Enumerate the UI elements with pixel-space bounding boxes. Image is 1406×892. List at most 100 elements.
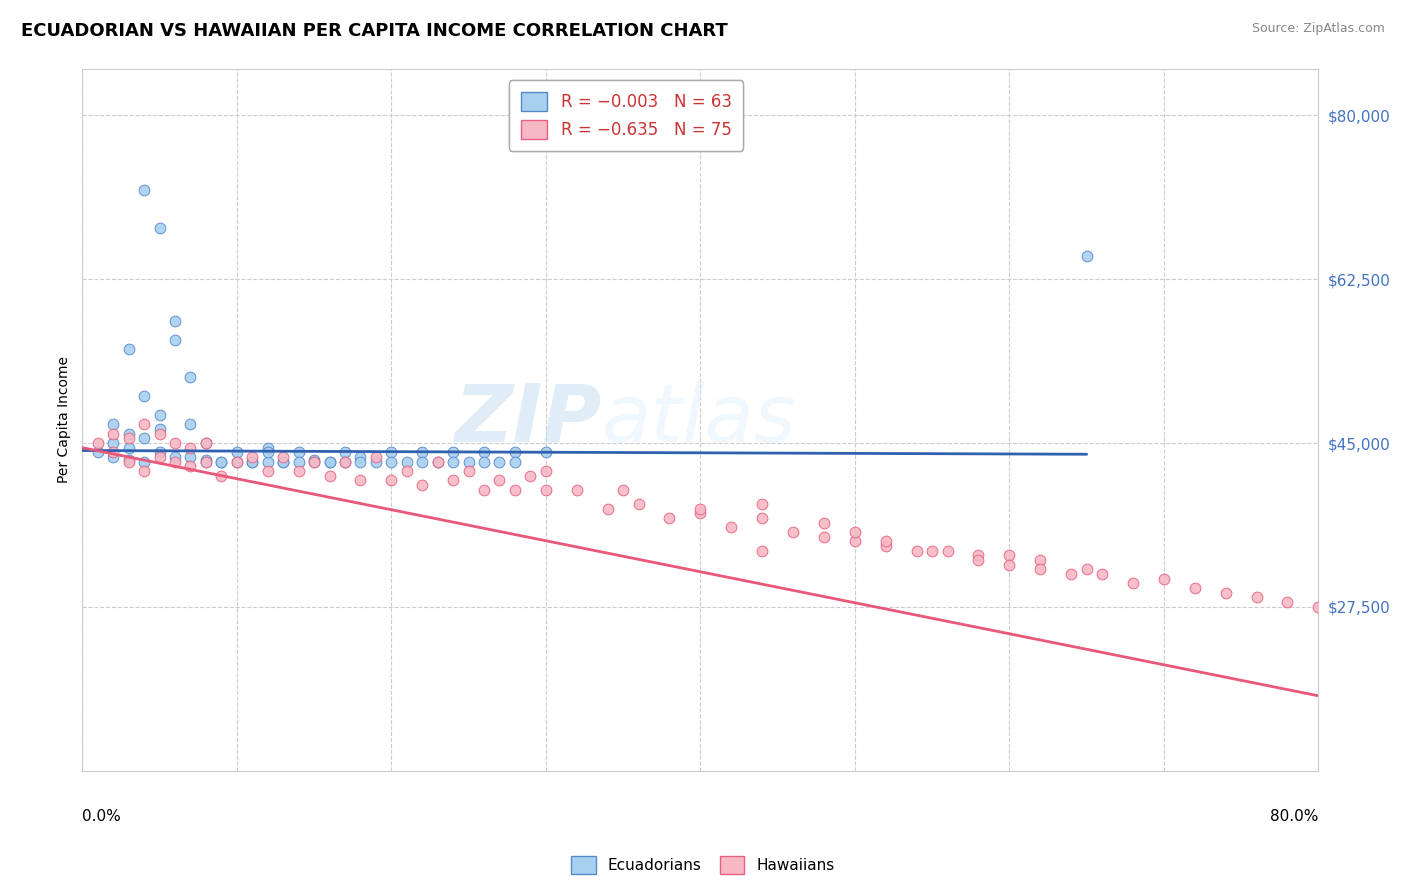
Point — [256, 464, 278, 478]
Point — [875, 534, 897, 549]
Point — [596, 501, 619, 516]
Point — [395, 455, 418, 469]
Point — [163, 455, 186, 469]
Legend: R = −0.003   N = 63, R = −0.635   N = 75: R = −0.003 N = 63, R = −0.635 N = 75 — [509, 80, 744, 151]
Point — [117, 453, 139, 467]
Point — [256, 441, 278, 455]
Point — [488, 474, 510, 488]
Point — [1246, 591, 1268, 605]
Point — [1153, 572, 1175, 586]
Point — [457, 464, 479, 478]
Point — [380, 474, 402, 488]
Point — [103, 426, 125, 441]
Point — [287, 464, 309, 478]
Point — [132, 183, 155, 197]
Point — [349, 450, 371, 464]
Point — [87, 445, 110, 459]
Point — [720, 520, 742, 534]
Point — [287, 455, 309, 469]
Point — [1091, 567, 1114, 582]
Point — [163, 436, 186, 450]
Text: 0.0%: 0.0% — [83, 809, 121, 824]
Point — [179, 370, 201, 384]
Point — [441, 445, 464, 459]
Point — [148, 422, 170, 436]
Point — [271, 455, 294, 469]
Point — [349, 455, 371, 469]
Point — [472, 483, 495, 497]
Point — [813, 530, 835, 544]
Point — [349, 474, 371, 488]
Text: Source: ZipAtlas.com: Source: ZipAtlas.com — [1251, 22, 1385, 36]
Point — [380, 445, 402, 459]
Point — [132, 431, 155, 445]
Point — [921, 543, 943, 558]
Point — [163, 314, 186, 328]
Point — [1029, 562, 1052, 576]
Point — [411, 445, 433, 459]
Point — [209, 455, 232, 469]
Point — [148, 408, 170, 422]
Point — [503, 455, 526, 469]
Point — [256, 455, 278, 469]
Point — [565, 483, 588, 497]
Point — [209, 455, 232, 469]
Point — [271, 450, 294, 464]
Point — [1076, 562, 1098, 576]
Point — [534, 483, 557, 497]
Point — [225, 455, 247, 469]
Point — [333, 455, 356, 469]
Point — [998, 549, 1021, 563]
Point — [457, 455, 479, 469]
Point — [998, 558, 1021, 572]
Point — [844, 524, 866, 539]
Point — [472, 455, 495, 469]
Point — [1277, 595, 1299, 609]
Point — [751, 511, 773, 525]
Point — [967, 549, 990, 563]
Point — [395, 464, 418, 478]
Text: ZIP: ZIP — [454, 381, 602, 458]
Point — [117, 431, 139, 445]
Point — [117, 455, 139, 469]
Point — [302, 453, 325, 467]
Point — [194, 455, 217, 469]
Point — [179, 459, 201, 474]
Point — [318, 455, 340, 469]
Text: atlas: atlas — [602, 381, 796, 458]
Point — [117, 343, 139, 357]
Point — [103, 417, 125, 432]
Point — [194, 453, 217, 467]
Point — [179, 450, 201, 464]
Point — [117, 441, 139, 455]
Point — [209, 468, 232, 483]
Point — [411, 455, 433, 469]
Point — [689, 501, 711, 516]
Text: ECUADORIAN VS HAWAIIAN PER CAPITA INCOME CORRELATION CHART: ECUADORIAN VS HAWAIIAN PER CAPITA INCOME… — [21, 22, 728, 40]
Point — [132, 389, 155, 403]
Point — [318, 455, 340, 469]
Point — [117, 426, 139, 441]
Point — [627, 497, 650, 511]
Point — [103, 445, 125, 459]
Point — [132, 464, 155, 478]
Point — [163, 450, 186, 464]
Point — [179, 417, 201, 432]
Point — [148, 450, 170, 464]
Point — [1215, 586, 1237, 600]
Point — [364, 450, 387, 464]
Point — [936, 543, 959, 558]
Y-axis label: Per Capita Income: Per Capita Income — [58, 356, 72, 483]
Point — [87, 436, 110, 450]
Point — [1308, 599, 1330, 614]
Point — [256, 445, 278, 459]
Point — [488, 455, 510, 469]
Point — [1029, 553, 1052, 567]
Point — [302, 455, 325, 469]
Point — [194, 436, 217, 450]
Point — [163, 333, 186, 347]
Point — [534, 464, 557, 478]
Point — [875, 539, 897, 553]
Point — [179, 441, 201, 455]
Point — [844, 534, 866, 549]
